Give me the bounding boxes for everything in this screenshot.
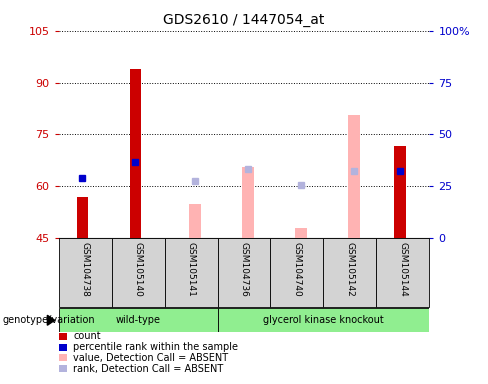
Bar	[164, 238, 218, 307]
Bar	[59, 308, 218, 332]
Text: GDS2610 / 1447054_at: GDS2610 / 1447054_at	[163, 13, 325, 27]
Bar	[112, 238, 164, 307]
Bar	[77, 197, 88, 238]
Text: GSM104736: GSM104736	[240, 242, 248, 296]
Bar	[324, 238, 376, 307]
Polygon shape	[47, 315, 55, 325]
Text: GSM104740: GSM104740	[292, 242, 302, 296]
Bar	[295, 228, 307, 238]
Bar	[376, 238, 429, 307]
Text: GSM105141: GSM105141	[186, 242, 196, 296]
Bar	[243, 167, 254, 238]
Bar	[189, 204, 201, 238]
Text: genotype/variation: genotype/variation	[2, 315, 95, 325]
Text: GSM104738: GSM104738	[81, 242, 90, 296]
Bar	[218, 238, 270, 307]
Text: count: count	[73, 331, 101, 341]
Text: rank, Detection Call = ABSENT: rank, Detection Call = ABSENT	[73, 364, 224, 374]
Bar	[218, 308, 429, 332]
Bar	[348, 115, 360, 238]
Text: percentile rank within the sample: percentile rank within the sample	[73, 342, 238, 352]
Bar	[394, 146, 406, 238]
Text: wild-type: wild-type	[116, 315, 161, 325]
Bar	[59, 238, 112, 307]
Text: GSM105140: GSM105140	[134, 242, 142, 296]
Text: GSM105144: GSM105144	[398, 242, 407, 296]
Text: GSM105142: GSM105142	[346, 242, 354, 296]
Bar	[129, 69, 141, 238]
Bar	[270, 238, 324, 307]
Text: glycerol kinase knockout: glycerol kinase knockout	[263, 315, 384, 325]
Text: value, Detection Call = ABSENT: value, Detection Call = ABSENT	[73, 353, 228, 363]
